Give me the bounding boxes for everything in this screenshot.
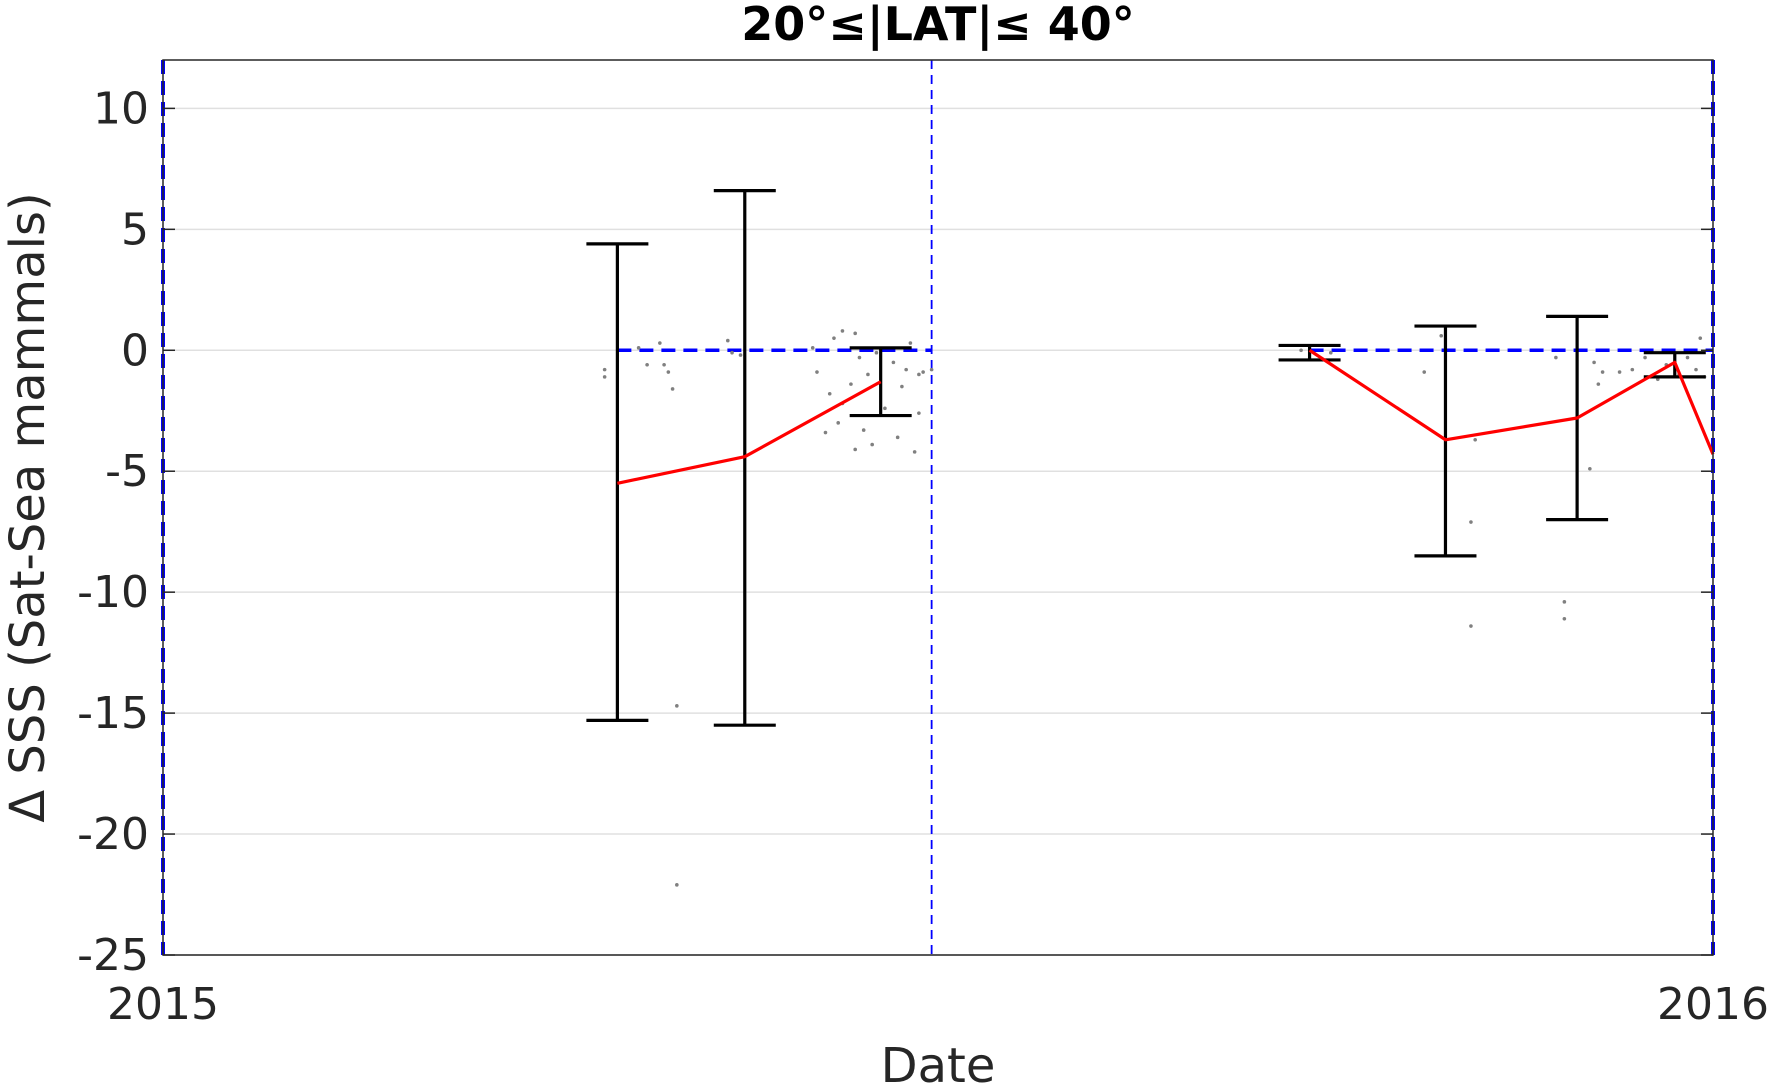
data-point <box>662 362 666 367</box>
data-point <box>921 370 925 374</box>
data-point <box>849 382 853 386</box>
x-tick-label: 2016 <box>1657 979 1769 1030</box>
data-point <box>895 435 900 440</box>
data-point <box>823 430 828 435</box>
data-point <box>1562 600 1567 604</box>
data-point <box>917 411 921 415</box>
data-point <box>929 367 934 372</box>
data-point <box>866 372 870 377</box>
grid-lines <box>163 107 1713 956</box>
x-axis-ticks: 2015 2016 <box>107 943 1769 1030</box>
y-tick-label: -20 <box>77 809 149 860</box>
data-point <box>810 346 815 350</box>
data-point <box>738 353 743 357</box>
data-point <box>836 421 841 425</box>
data-point <box>912 450 917 454</box>
data-point <box>675 704 679 708</box>
x-axis-title: Date <box>881 1038 996 1087</box>
data-point <box>1469 624 1473 628</box>
data-point <box>1299 348 1303 353</box>
data-point <box>1329 350 1333 355</box>
data-point <box>1643 355 1647 360</box>
data-point <box>1473 437 1477 442</box>
data-point <box>1439 333 1444 338</box>
x-tick-label: 2015 <box>107 979 219 1030</box>
data-point <box>861 428 866 432</box>
data-point <box>1469 520 1473 524</box>
data-point <box>853 447 857 452</box>
plot-frame <box>162 59 1714 956</box>
data-point <box>1592 360 1596 365</box>
data-point <box>1685 355 1690 360</box>
data-point <box>891 360 896 365</box>
data-point <box>730 350 734 355</box>
data-point <box>1596 382 1601 386</box>
y-axis-title: Δ SSS (Sat-Sea mammals) <box>0 192 56 822</box>
y-tick-label: 10 <box>93 83 149 134</box>
mean-line <box>1308 348 1715 455</box>
data-point <box>1600 370 1605 374</box>
mean-lines <box>617 348 1715 485</box>
data-point <box>904 367 908 372</box>
data-point <box>883 406 887 411</box>
data-point <box>1588 466 1592 471</box>
y-tick-label: 0 <box>121 325 149 376</box>
data-point <box>645 362 649 367</box>
data-point <box>1694 367 1698 372</box>
scatter-points <box>602 329 1707 887</box>
data-point <box>857 355 862 360</box>
y-tick-label: 5 <box>121 204 149 255</box>
data-point <box>602 375 607 379</box>
y-tick-label: -10 <box>77 567 149 618</box>
data-point <box>658 341 662 345</box>
data-point <box>815 370 819 374</box>
data-point <box>1617 370 1622 374</box>
chart-title: 20°≤|LAT|≤ 40° <box>741 0 1134 52</box>
data-point <box>917 372 921 377</box>
data-point <box>874 350 879 355</box>
data-point <box>840 329 845 333</box>
data-point <box>870 442 874 447</box>
data-point <box>832 336 836 340</box>
y-tick-label: -15 <box>77 688 149 739</box>
data-point <box>1422 370 1427 374</box>
y-tick-label: -5 <box>105 446 149 497</box>
data-point <box>725 338 730 343</box>
data-point <box>1630 367 1635 372</box>
data-point <box>853 331 857 336</box>
data-point <box>670 387 675 391</box>
data-point <box>666 370 671 374</box>
data-point <box>1698 336 1703 340</box>
data-point <box>636 346 641 350</box>
data-point <box>827 392 832 396</box>
data-point <box>900 384 904 389</box>
data-point <box>908 341 913 345</box>
data-point <box>1562 616 1567 621</box>
y-tick-label: -25 <box>77 930 149 981</box>
mean-line <box>617 380 882 485</box>
data-point <box>1554 355 1558 360</box>
data-point <box>602 367 607 372</box>
data-point <box>675 883 679 887</box>
y-axis-ticks: 10 5 0 -5 -10 -15 -20 -25 <box>77 83 1713 981</box>
